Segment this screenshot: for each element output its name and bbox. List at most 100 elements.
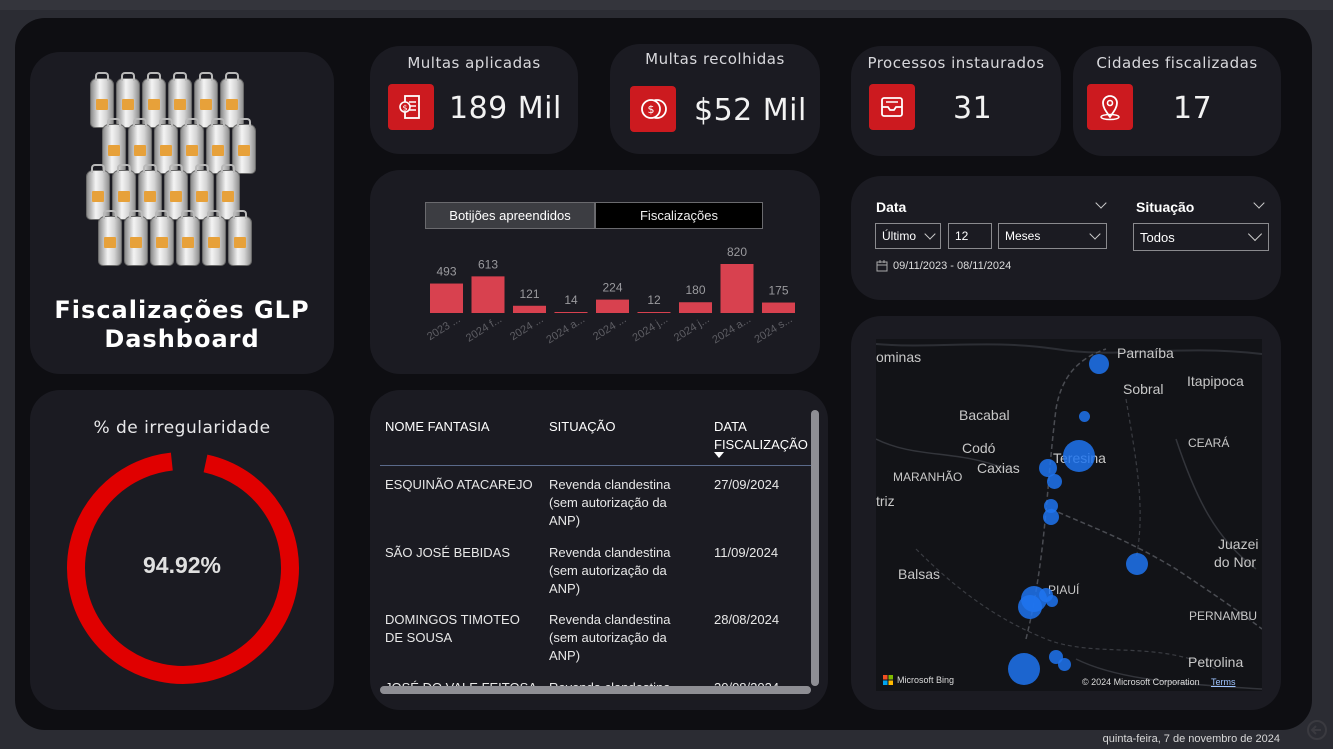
bar[interactable] (679, 302, 712, 313)
x-tick-label: 2024 j... (631, 313, 671, 344)
kpi-title: Cidades fiscalizadas (1096, 54, 1258, 72)
dashboard-title: Fiscalizações GLP Dashboard (54, 296, 310, 353)
gas-cylinder (176, 210, 200, 266)
bar-value-label: 175 (768, 284, 788, 298)
map-label: Petrolina (1188, 654, 1244, 670)
chevron-down-icon (1247, 226, 1263, 242)
x-tick-label: 2024 j... (672, 313, 712, 344)
x-tick-label: 2024 f... (464, 313, 504, 344)
map-label: CEARÁ (1188, 436, 1230, 450)
bar[interactable] (596, 299, 629, 313)
map-bubble[interactable] (1046, 595, 1058, 607)
period-mode-value: Último (882, 229, 917, 243)
period-unit-dropdown[interactable]: Meses (998, 223, 1107, 249)
map-bubble[interactable] (1058, 658, 1071, 671)
situacao-line: ANP) (549, 648, 581, 663)
kpi-value: $52 Mil (694, 93, 807, 128)
bar[interactable] (430, 283, 463, 313)
brand-card: Fiscalizações GLP Dashboard (30, 52, 334, 374)
situacao-line: (sem autorização da (549, 563, 667, 578)
column-header-nome-fantasia[interactable]: NOME FANTASIA (385, 419, 490, 434)
bar[interactable] (762, 302, 795, 313)
kpi-processos-instaurados: Processos instaurados 31 (851, 46, 1061, 156)
bar-value-label: 493 (436, 265, 456, 279)
column-header-data-fiscalizacao[interactable]: DATA FISCALIZAÇÃO (714, 418, 808, 454)
situacao-line: Revenda clandestina (549, 612, 671, 627)
map-label: Codó (962, 440, 996, 456)
back-arrow-icon[interactable] (1306, 719, 1328, 741)
bar[interactable] (637, 312, 671, 313)
horizontal-scrollbar-thumb[interactable] (380, 686, 811, 694)
map-bubble[interactable] (1079, 411, 1090, 422)
gas-cylinder (232, 118, 256, 174)
situacao-dropdown[interactable]: Todos (1133, 223, 1269, 251)
bar-value-label: 121 (519, 287, 539, 301)
cell-situacao: Revenda clandestina (sem autorização da … (549, 611, 670, 665)
map-bubble[interactable] (1039, 459, 1057, 477)
period-count-input[interactable]: 12 (948, 223, 992, 249)
map-label: Caxias (977, 460, 1020, 476)
map-label: Juazei (1218, 536, 1259, 552)
footer-date: quinta-feira, 7 de novembro de 2024 (1102, 733, 1280, 745)
map-bubble[interactable] (1047, 474, 1062, 489)
bar-chart-card: Botijões apreendidos Fiscalizações 493 20… (370, 170, 820, 374)
x-tick-label: 2024 ... (508, 313, 545, 343)
microsoft-logo-icon (883, 675, 893, 685)
map-bubble[interactable] (1063, 440, 1095, 472)
chevron-down-icon[interactable] (1253, 197, 1265, 209)
chevron-down-icon[interactable] (1095, 197, 1107, 209)
bar[interactable] (471, 276, 505, 313)
situacao-line: Revenda clandestina (549, 545, 671, 560)
map-label: Parnaíba (1117, 345, 1174, 361)
bar-value-label: 224 (602, 281, 622, 295)
sort-desc-icon[interactable] (714, 452, 724, 458)
gas-cylinder (98, 210, 122, 266)
map-terms-link[interactable]: Terms (1211, 677, 1236, 687)
map-label: ominas (876, 349, 922, 365)
kpi-value: 31 (953, 91, 993, 126)
map-label: Itapipoca (1187, 373, 1244, 389)
invoice-dollar-icon: $ (388, 84, 434, 130)
map-bubble[interactable] (1089, 354, 1109, 374)
inspections-table-card: NOME FANTASIA SITUAÇÃO DATA FISCALIZAÇÃO… (370, 390, 828, 710)
period-mode-dropdown[interactable]: Último (875, 223, 941, 249)
header-date-line1: DATA (714, 419, 747, 434)
vertical-scrollbar-thumb[interactable] (811, 410, 819, 686)
horizontal-scrollbar[interactable] (380, 686, 811, 694)
gas-cylinder (124, 210, 148, 266)
situacao-value: Todos (1140, 229, 1175, 245)
nome-line: DE SOUSA (385, 630, 453, 645)
cell-data: 28/08/2024 (714, 612, 780, 627)
filters-card: Data Último 12 Meses 09/11/2023 - 08/11/… (851, 176, 1281, 300)
map-bubble[interactable] (1126, 553, 1148, 575)
map-label: Bacabal (959, 407, 1010, 423)
vertical-scrollbar[interactable] (811, 410, 819, 686)
bar-value-label: 12 (647, 293, 661, 307)
map-label: PERNAMBU (1189, 609, 1258, 623)
map-pin-icon (1087, 84, 1133, 130)
bar-value-label: 820 (727, 245, 747, 259)
map-bubble[interactable] (1043, 509, 1059, 525)
kpi-title: Multas recolhidas (645, 50, 785, 68)
bar[interactable] (554, 312, 588, 313)
data-filter-label: Data (876, 199, 907, 215)
map-label: Balsas (898, 566, 941, 582)
tab-fiscalizacoes[interactable]: Fiscalizações (595, 202, 763, 229)
bar[interactable] (720, 264, 754, 313)
map-view[interactable]: ominas Parnaíba Sobral Itapipoca Bacabal… (876, 339, 1262, 691)
cell-nome: SÃO JOSÉ BEBIDAS (385, 545, 510, 560)
kpi-title: Multas aplicadas (407, 54, 541, 72)
column-header-situacao[interactable]: SITUAÇÃO (549, 419, 616, 434)
x-tick-label: 2024 ... (591, 313, 628, 343)
map-bubble[interactable] (1008, 653, 1040, 685)
bar-chart: 493 2023 ... 613 2024 f... 121 2024 ... 14 2024… (425, 245, 795, 346)
map-roads (876, 343, 1262, 690)
tab-botijoes-apreendidos[interactable]: Botijões apreendidos (425, 202, 595, 229)
calendar-icon (876, 260, 888, 272)
gas-cylinder (228, 210, 252, 266)
coins-icon: $ (630, 86, 676, 132)
bar[interactable] (513, 305, 546, 313)
irregularity-gauge-card: % de irregularidade 94.92% (30, 390, 334, 710)
map-bubble[interactable] (1018, 595, 1042, 619)
cell-nome: ESQUINÃO ATACAREJO (385, 477, 533, 492)
